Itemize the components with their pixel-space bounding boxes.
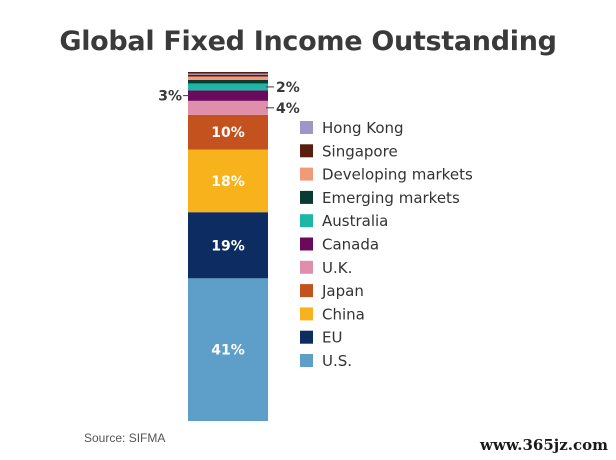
legend-swatch-u-s: [300, 354, 313, 367]
legend: Hong Kong Singapore Developing markets Emer…: [300, 119, 473, 370]
legend-swatch-japan: [300, 284, 313, 298]
legend-label-hong-kong: Hong Kong: [322, 119, 404, 137]
legend-label-singapore: Singapore: [322, 142, 398, 160]
legend-label-developing-markets: Developing markets: [322, 166, 473, 184]
bar-segment-eu: [188, 212, 268, 279]
bar-segments: [188, 72, 268, 421]
legend-label-u-s: U.S.: [322, 352, 352, 370]
legend-swatch-canada: [300, 237, 313, 251]
bar-segment-developing-markets: [188, 76, 268, 80]
bar-segment-emerging-markets: [188, 79, 268, 84]
legend-label-japan: Japan: [321, 282, 364, 300]
legend-swatch-hong-kong: [300, 121, 313, 134]
bar-segment-canada: [188, 90, 268, 101]
legend-swatch-china: [300, 307, 313, 321]
bar-segment-australia: [188, 83, 268, 91]
bar-segment-japan: [188, 114, 268, 150]
data-label-japan: 10%: [211, 125, 245, 141]
legend-label-canada: Canada: [322, 236, 379, 254]
data-label-u-k: 4%: [276, 101, 300, 117]
bar-segment-hong-kong: [188, 73, 268, 75]
bar-segment-singapore: [188, 74, 268, 77]
bar-segment-u-s: [188, 278, 268, 421]
data-label-u-s: 41%: [211, 343, 245, 359]
data-label-china: 18%: [211, 174, 245, 190]
legend-label-australia: Australia: [322, 212, 388, 230]
bar-segment-u-k: [188, 100, 268, 115]
legend-swatch-u-k: [300, 260, 313, 274]
legend-swatch-developing-markets: [300, 167, 313, 181]
watermark: www.365jz.com: [480, 436, 608, 454]
legend-swatch-australia: [300, 214, 313, 228]
legend-swatch-emerging-markets: [300, 190, 313, 204]
bar-segment-china: [188, 149, 268, 213]
source-note: Source: SIFMA: [84, 431, 166, 445]
data-label-australia: 2%: [276, 80, 300, 96]
legend-label-china: China: [322, 305, 365, 323]
legend-swatch-eu: [300, 330, 313, 344]
segment-labels: 41% 19% 18% 10% 4% 3% 2%: [158, 80, 300, 359]
legend-swatch-singapore: [300, 144, 313, 158]
bar-top-edge: [188, 72, 268, 74]
legend-label-emerging-markets: Emerging markets: [322, 189, 460, 207]
data-label-eu: 19%: [211, 238, 245, 254]
data-label-canada: 3%: [158, 89, 182, 105]
legend-label-eu: EU: [322, 329, 342, 347]
legend-label-u-k: U.K.: [322, 259, 352, 277]
chart-title: Global Fixed Income Outstanding: [59, 26, 557, 57]
